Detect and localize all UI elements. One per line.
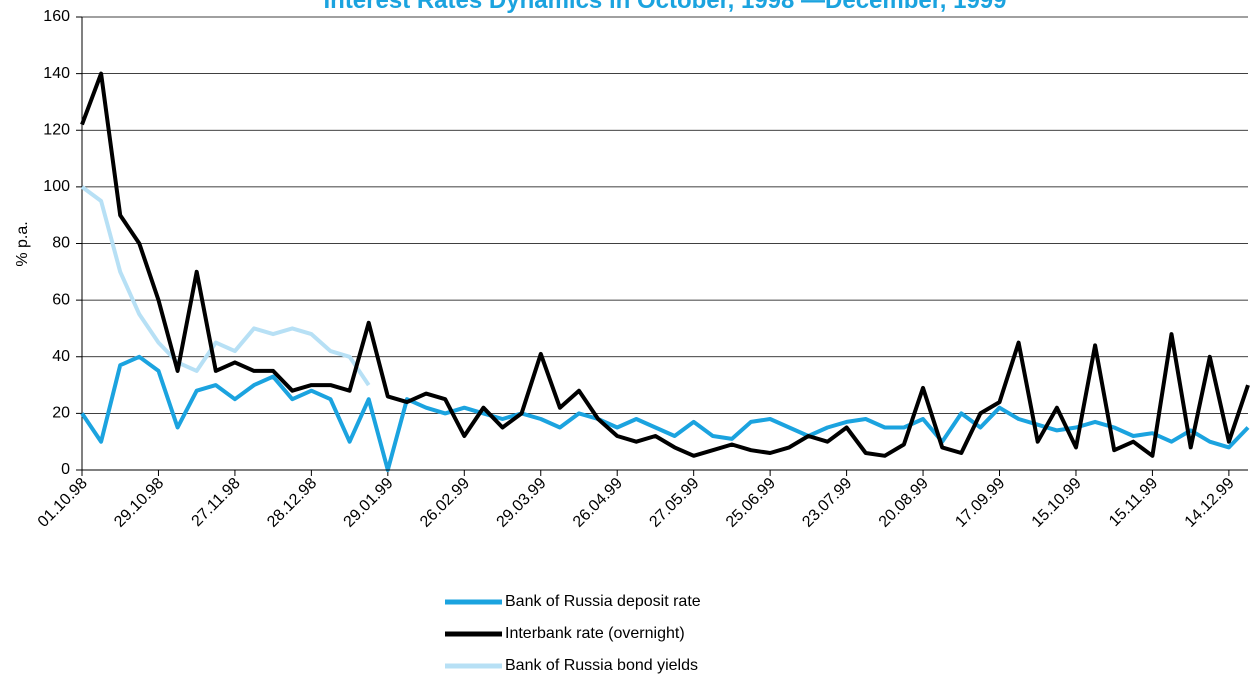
- legend-label: Interbank rate (overnight): [505, 625, 685, 642]
- y-tick-label: 0: [61, 461, 70, 478]
- x-tick-label: 26.02.99: [417, 475, 473, 531]
- series-line: [80, 71, 1250, 458]
- y-tick-label: 80: [52, 235, 70, 252]
- x-tick-label: 27.11.98: [189, 475, 244, 530]
- x-tick-label: 27.05.99: [646, 475, 702, 531]
- legend-label: Bank of Russia bond yields: [505, 657, 698, 674]
- x-tick-label: 20.08.99: [876, 475, 932, 531]
- x-tick-label: 29.01.99: [341, 475, 397, 531]
- x-tick-label: 15.11.99: [1106, 475, 1161, 530]
- legend-label: Bank of Russia deposit rate: [505, 593, 701, 610]
- y-axis-label: % p.a.: [14, 221, 31, 266]
- x-tick-label: 29.10.98: [111, 475, 167, 531]
- y-tick-label: 40: [52, 348, 70, 365]
- x-tick-label: 01.10.98: [35, 475, 91, 531]
- x-tick-label: 26.04.99: [570, 475, 626, 531]
- y-tick-label: 120: [43, 121, 70, 138]
- y-tick-label: 160: [43, 8, 70, 25]
- y-tick-label: 100: [43, 178, 70, 195]
- x-tick-label: 15.10.99: [1029, 475, 1085, 531]
- series-line: [80, 354, 1250, 472]
- x-tick-label: 23.07.99: [799, 475, 855, 531]
- chart-title: Interest Rates Dynamics in October, 1998…: [323, 0, 1006, 14]
- x-tick-label: 28.12.98: [264, 475, 320, 531]
- y-tick-label: 140: [43, 65, 70, 82]
- series-line: [80, 185, 371, 387]
- x-tick-label: 14.12.99: [1182, 475, 1238, 531]
- x-tick-label: 25.06.99: [723, 475, 779, 531]
- x-tick-label: 29.03.99: [494, 475, 550, 531]
- x-tick-label: 17.09.99: [952, 475, 1008, 531]
- y-tick-label: 20: [52, 405, 70, 422]
- y-tick-label: 60: [52, 291, 70, 308]
